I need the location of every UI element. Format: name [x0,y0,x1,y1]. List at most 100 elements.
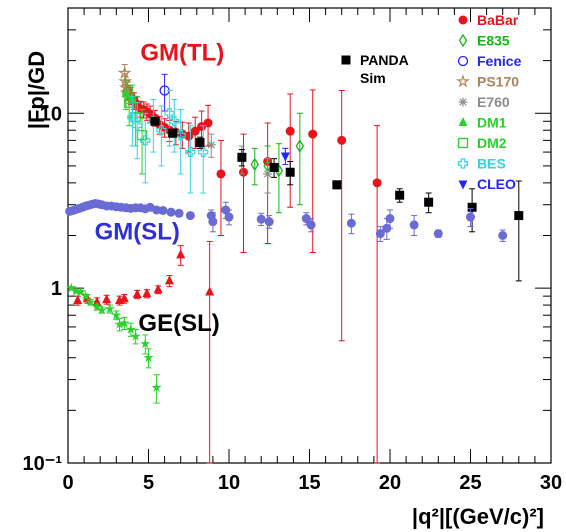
y-tick-label: 10⁻¹ [23,453,63,475]
x-tick-label: 30 [540,472,562,494]
data-point [409,220,419,230]
data-point [156,125,167,136]
legend-label: DM2 [477,135,507,151]
data-point [295,139,305,153]
legend-marker [457,137,469,149]
data-point [143,352,154,363]
x-tick-label: 20 [379,472,401,494]
legend-label: PS170 [477,74,519,90]
legend-entry: BES [457,156,506,172]
data-point [332,180,342,190]
data-point [301,214,311,224]
legend-marker [458,117,468,126]
data-point [466,212,475,222]
legend-label: BaBar [477,12,519,28]
legend-label: E835 [477,33,510,49]
data-point [158,205,168,215]
data-point [176,249,186,259]
data-point [132,288,142,298]
legend-marker [458,15,468,25]
x-tick-label: 5 [143,472,154,494]
legend-marker [458,180,468,190]
legend-entry-panda: PANDA Sim [341,52,409,86]
legend-label: Fenice [477,53,522,69]
data-point [269,162,279,172]
data-point [124,97,135,108]
data-point [375,229,385,239]
data-point [424,197,434,207]
legend-entry: Fenice [457,53,522,69]
data-point [285,126,295,136]
data-point [385,214,395,224]
data-point [119,293,129,303]
legend-entry: DM1 [458,115,507,131]
data-point [152,205,162,215]
data-marks [65,64,524,464]
legend-label: PANDA [360,52,409,68]
x-tick-label: 15 [298,472,320,494]
data-point [114,318,125,329]
y-axis-ticks: 10 1 10⁻¹ [23,7,551,475]
data-point [224,212,234,222]
data-point [70,285,82,296]
annotation-label: GE(SL) [138,310,219,337]
data-point [169,116,180,127]
data-point [174,208,184,218]
data-point [125,324,136,334]
legend-label: E760 [477,94,510,110]
data-point [263,169,273,179]
series-ge-sl-data [66,282,162,404]
series-gm-sl-data [65,198,508,242]
legend-marker [457,158,469,169]
data-point [206,140,216,150]
data-point [91,301,103,312]
data-point [104,303,116,314]
data-point [121,87,131,97]
data-point [382,223,392,233]
data-point [514,211,524,221]
asterisk-stroke [207,141,215,149]
annotation-label: GM(SL) [95,218,180,245]
y-tick-label: 1 [51,278,62,300]
data-point [198,146,209,158]
data-point [190,126,200,136]
legend-marker [341,55,351,65]
x-tick-label: 25 [459,472,481,494]
data-point [337,135,347,145]
data-point [92,296,102,306]
data-point [102,294,112,304]
legend-marker [458,33,468,48]
y-axis-label: |Fp|/GD [24,51,49,129]
x-axis-label: |q²|[(GeV/c)²] [412,504,544,529]
legend-marker [455,74,471,88]
data-point [256,214,266,224]
data-point [195,138,205,148]
data-point [168,128,178,138]
data-point [130,330,141,341]
data-point [306,220,316,230]
data-point [164,108,175,119]
data-point [203,118,213,128]
data-point [346,218,356,228]
data-point [85,296,96,307]
data-point [184,131,194,141]
annotation-label: GM(TL) [140,40,224,67]
data-point [66,282,77,293]
data-point [205,286,215,296]
legend-entry: E760 [458,94,510,110]
legend-label: DM1 [477,115,507,131]
x-axis-ticks: 0 5 10 15 20 25 30 [62,8,562,494]
data-point [216,169,226,179]
legend-label: CLEO [477,176,516,192]
asterisk-stroke [459,98,467,106]
y-axis-title: |Fp|/GD [24,51,49,129]
legend-entry: DM2 [457,135,507,151]
series-panda-sim [150,116,524,282]
data-point [117,65,132,80]
series-cleo [280,147,290,165]
data-point [80,290,91,301]
legend-entry: CLEO [458,176,516,192]
data-point [372,178,382,188]
legend-marker [457,55,469,67]
data-point [166,207,176,217]
